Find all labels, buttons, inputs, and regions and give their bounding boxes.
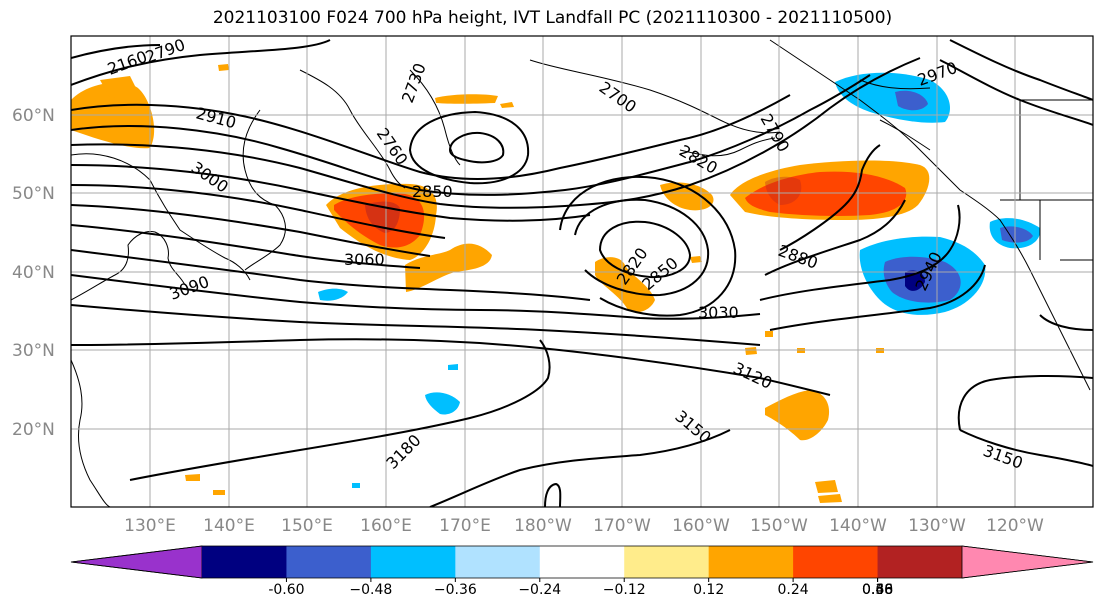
lat-label: 60°N (12, 106, 55, 126)
ivt-negative-region (425, 392, 460, 415)
height-contours (71, 39, 1093, 507)
lon-label: 140°E (203, 516, 255, 536)
lat-label: 40°N (12, 263, 55, 283)
ivt-positive-region (745, 171, 907, 216)
colorbar-tick-label: −0.48 (349, 582, 392, 598)
ivt-shading (71, 64, 1041, 503)
lon-label: 140°W (829, 516, 887, 536)
colorbar-extend-min (70, 545, 203, 579)
ivt-positive-region (745, 347, 757, 355)
colorbar-segment (286, 546, 372, 578)
lon-label: 160°E (360, 516, 412, 536)
ivt-positive-region (765, 390, 830, 441)
colorbar-tick-label: -0.60 (268, 582, 304, 598)
graticule (71, 36, 1093, 507)
ivt-negative-region (318, 288, 348, 301)
colorbar-tick-label: −0.12 (603, 582, 646, 598)
colorbar-tick-label: 0.48 (862, 582, 893, 598)
colorbar-tick-label: −0.36 (434, 582, 477, 598)
ivt-positive-region (595, 257, 655, 313)
map-frame (70, 35, 1094, 508)
lon-label: 130°W (908, 516, 966, 536)
ivt-positive-region (213, 490, 225, 495)
ivt-positive-region (765, 176, 802, 205)
ivt-positive-region (405, 243, 492, 292)
lon-label: 150°W (750, 516, 808, 536)
lat-label: 30°N (12, 341, 55, 361)
colorbar-segment (202, 546, 287, 578)
lon-label: 130°E (124, 516, 176, 536)
lon-label: 150°E (281, 516, 333, 536)
colorbar-tick-label: 0.36 (862, 582, 893, 598)
ivt-positive-region (765, 331, 773, 337)
colorbar-tick-label: 0.12 (693, 582, 724, 598)
ivt-positive-region (690, 256, 702, 263)
map-title: 2021103100 F024 700 hPa height, IVT Land… (212, 8, 893, 28)
contour-label: 3060 (344, 250, 385, 269)
colorbar-segments (70, 545, 1094, 579)
lon-label: 170°W (593, 516, 651, 536)
colorbar-segment (793, 546, 879, 578)
colorbar-tick-label: −0.24 (518, 582, 561, 598)
ivt-positive-region (218, 64, 229, 71)
lon-label: 160°W (672, 516, 730, 536)
colorbar-ticks: -0.60 −0.48 −0.36 −0.24 −0.12 0.12 0.24 0.360.4… (268, 578, 893, 598)
colorbar: -0.60 −0.48 −0.36 −0.24 −0.12 0.12 0.24 0.360.4… (70, 545, 1094, 598)
colorbar-segment (455, 546, 541, 578)
lon-label: 120°W (986, 516, 1044, 536)
ivt-positive-region (185, 474, 200, 481)
lat-label: 50°N (12, 184, 55, 204)
colorbar-segment (539, 546, 625, 578)
ivt-negative-region (352, 483, 360, 488)
colorbar-extend-max (961, 545, 1094, 579)
ivt-negative-region (895, 90, 928, 111)
ivt-positive-region (435, 94, 498, 104)
colorbar-segment (877, 546, 963, 578)
map-area: 2160 2790 2910 3000 2730 2760 2700 2790 … (71, 36, 1093, 507)
colorbar-tick-label: 0.24 (778, 582, 809, 598)
lon-label: 180°W (514, 516, 572, 536)
longitude-labels: 130°E 140°E 150°E 160°E 170°E 180°W 170°… (124, 516, 1044, 536)
lon-label: 170°E (439, 516, 491, 536)
colorbar-tick-label: 0.60 (862, 582, 893, 598)
ivt-positive-region (815, 480, 838, 493)
ivt-positive-region (100, 76, 138, 98)
ivt-positive-region (500, 102, 514, 108)
latitude-labels: 60°N 50°N 40°N 30°N 20°N (12, 106, 55, 440)
contour-label: 2850 (412, 182, 453, 201)
ivt-positive-region (818, 494, 842, 503)
colorbar-segment (624, 546, 710, 578)
contour-label: 3030 (698, 303, 739, 322)
ivt-negative-region (1000, 226, 1033, 243)
lat-label: 20°N (12, 420, 55, 440)
colorbar-segment (708, 546, 794, 578)
colorbar-segment (370, 546, 456, 578)
ivt-negative-region (448, 364, 458, 370)
colorbar-outline (70, 545, 1094, 579)
